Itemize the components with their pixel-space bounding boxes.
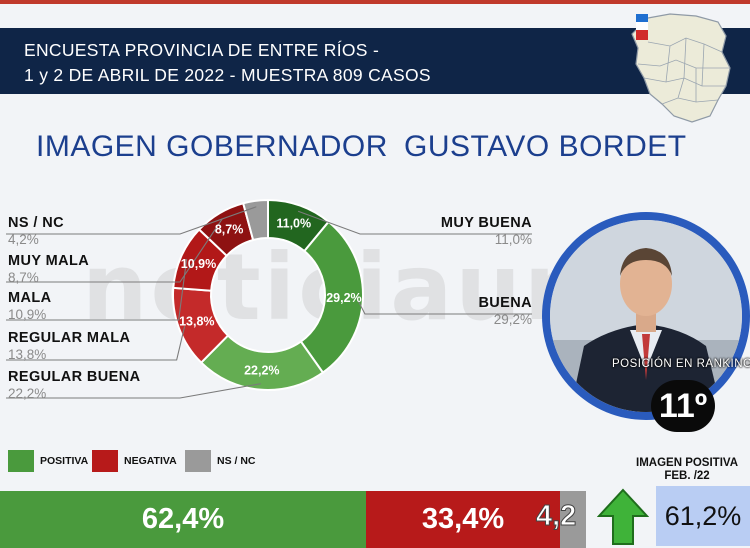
legend-swatch — [8, 450, 34, 472]
legend-value: 22,2% — [8, 386, 47, 401]
legend-swatch — [92, 450, 118, 472]
donut-chart: 11,0% 29,2% 22,2% 13,8% 10,9% 8,7% — [6, 198, 532, 399]
slice-nsnc — [241, 198, 269, 242]
entre-rios-map-icon — [631, 13, 731, 123]
bar-negativa: 33,4% — [366, 491, 560, 548]
legend-value: 13,8% — [8, 347, 47, 362]
legend-entry-regular-buena: REGULAR BUENA 22,2% — [8, 369, 140, 401]
legend-name: REGULAR MALA — [8, 330, 131, 346]
leader-line — [6, 383, 261, 399]
legend-value: 10,9% — [8, 307, 47, 322]
legend-value: 4,2% — [8, 232, 39, 247]
bar-positiva: 62,4% — [0, 491, 366, 548]
governor-portrait — [550, 220, 742, 412]
up-arrow-icon — [597, 488, 649, 545]
leader-line — [6, 218, 223, 283]
header-line-1: ENCUESTA PROVINCIA DE ENTRE RÍOS - — [24, 40, 380, 60]
slice-value-label: 10,9% — [181, 257, 216, 271]
legend-negativa: NEGATIVA — [92, 450, 177, 472]
legend-nsnc: NS / NC — [185, 450, 256, 472]
legend-value: 11,0% — [494, 232, 532, 247]
bar-label-nsnc: 4,2 — [535, 500, 577, 533]
survey-header: ENCUESTA PROVINCIA DE ENTRE RÍOS - 1 y 2… — [0, 28, 750, 94]
bar-label: 33,4% — [421, 503, 505, 535]
slice-value-label: 8,7% — [215, 223, 244, 237]
legend-swatch — [185, 450, 211, 472]
leader-line — [356, 298, 532, 315]
legend-name: MUY BUENA — [440, 215, 532, 231]
main-title-part2: GUSTAVO BORDET — [404, 130, 687, 163]
legend-entry-muy-mala: MUY MALA 8,7% — [8, 253, 89, 285]
legend-label: NEGATIVA — [124, 455, 177, 467]
slice-value-label: 11,0% — [276, 216, 311, 230]
ranking-label: POSICIÓN EN RANKING — [612, 358, 750, 370]
header-line-2: 1 y 2 DE ABRIL DE 2022 - MUESTRA 809 CAS… — [24, 65, 431, 85]
legend-value: 29,2% — [493, 312, 532, 327]
legend-entry-muy-buena: MUY BUENA 11,0% — [420, 215, 532, 247]
legend-label: POSITIVA — [40, 455, 89, 467]
legend-name: BUENA — [478, 295, 532, 311]
leader-line — [297, 210, 532, 235]
bar-label: 62,4% — [141, 503, 225, 535]
legend-positiva: POSITIVA — [8, 450, 88, 472]
previous-positive-title: IMAGEN POSITIVA FEB. /22 — [636, 457, 738, 483]
slice-buena — [299, 220, 364, 374]
slice-value-label: 13,8% — [179, 315, 214, 329]
legend-label: NS / NC — [217, 455, 256, 467]
legend-entry-nsnc: NS / NC 4,2% — [8, 215, 64, 247]
previous-positive-value: 61,2% — [656, 486, 750, 546]
legend-entry-buena: BUENA 29,2% — [420, 295, 532, 327]
legend-value: 8,7% — [8, 270, 39, 285]
bar-nsnc — [560, 491, 586, 548]
slice-value-label: 29,2% — [326, 291, 361, 305]
leader-line — [6, 258, 188, 321]
previous-title-line1: IMAGEN POSITIVA — [636, 457, 739, 469]
slice-value-label: 22,2% — [244, 364, 279, 378]
main-title-part1: IMAGEN GOBERNADOR — [36, 130, 388, 163]
legend-entry-mala: MALA 10,9% — [8, 290, 51, 322]
legend-entry-regular-mala: REGULAR MALA 13,8% — [8, 330, 130, 362]
leader-line — [6, 206, 257, 235]
leader-line — [6, 326, 186, 361]
previous-title-line2: FEB. /22 — [664, 470, 710, 482]
legend-name: MALA — [8, 290, 52, 306]
ranking-badge: 11º — [651, 380, 715, 432]
top-accent-line — [0, 0, 750, 4]
legend-name: NS / NC — [8, 215, 64, 231]
legend-name: MUY MALA — [8, 253, 90, 269]
legend-name: REGULAR BUENA — [8, 369, 141, 385]
